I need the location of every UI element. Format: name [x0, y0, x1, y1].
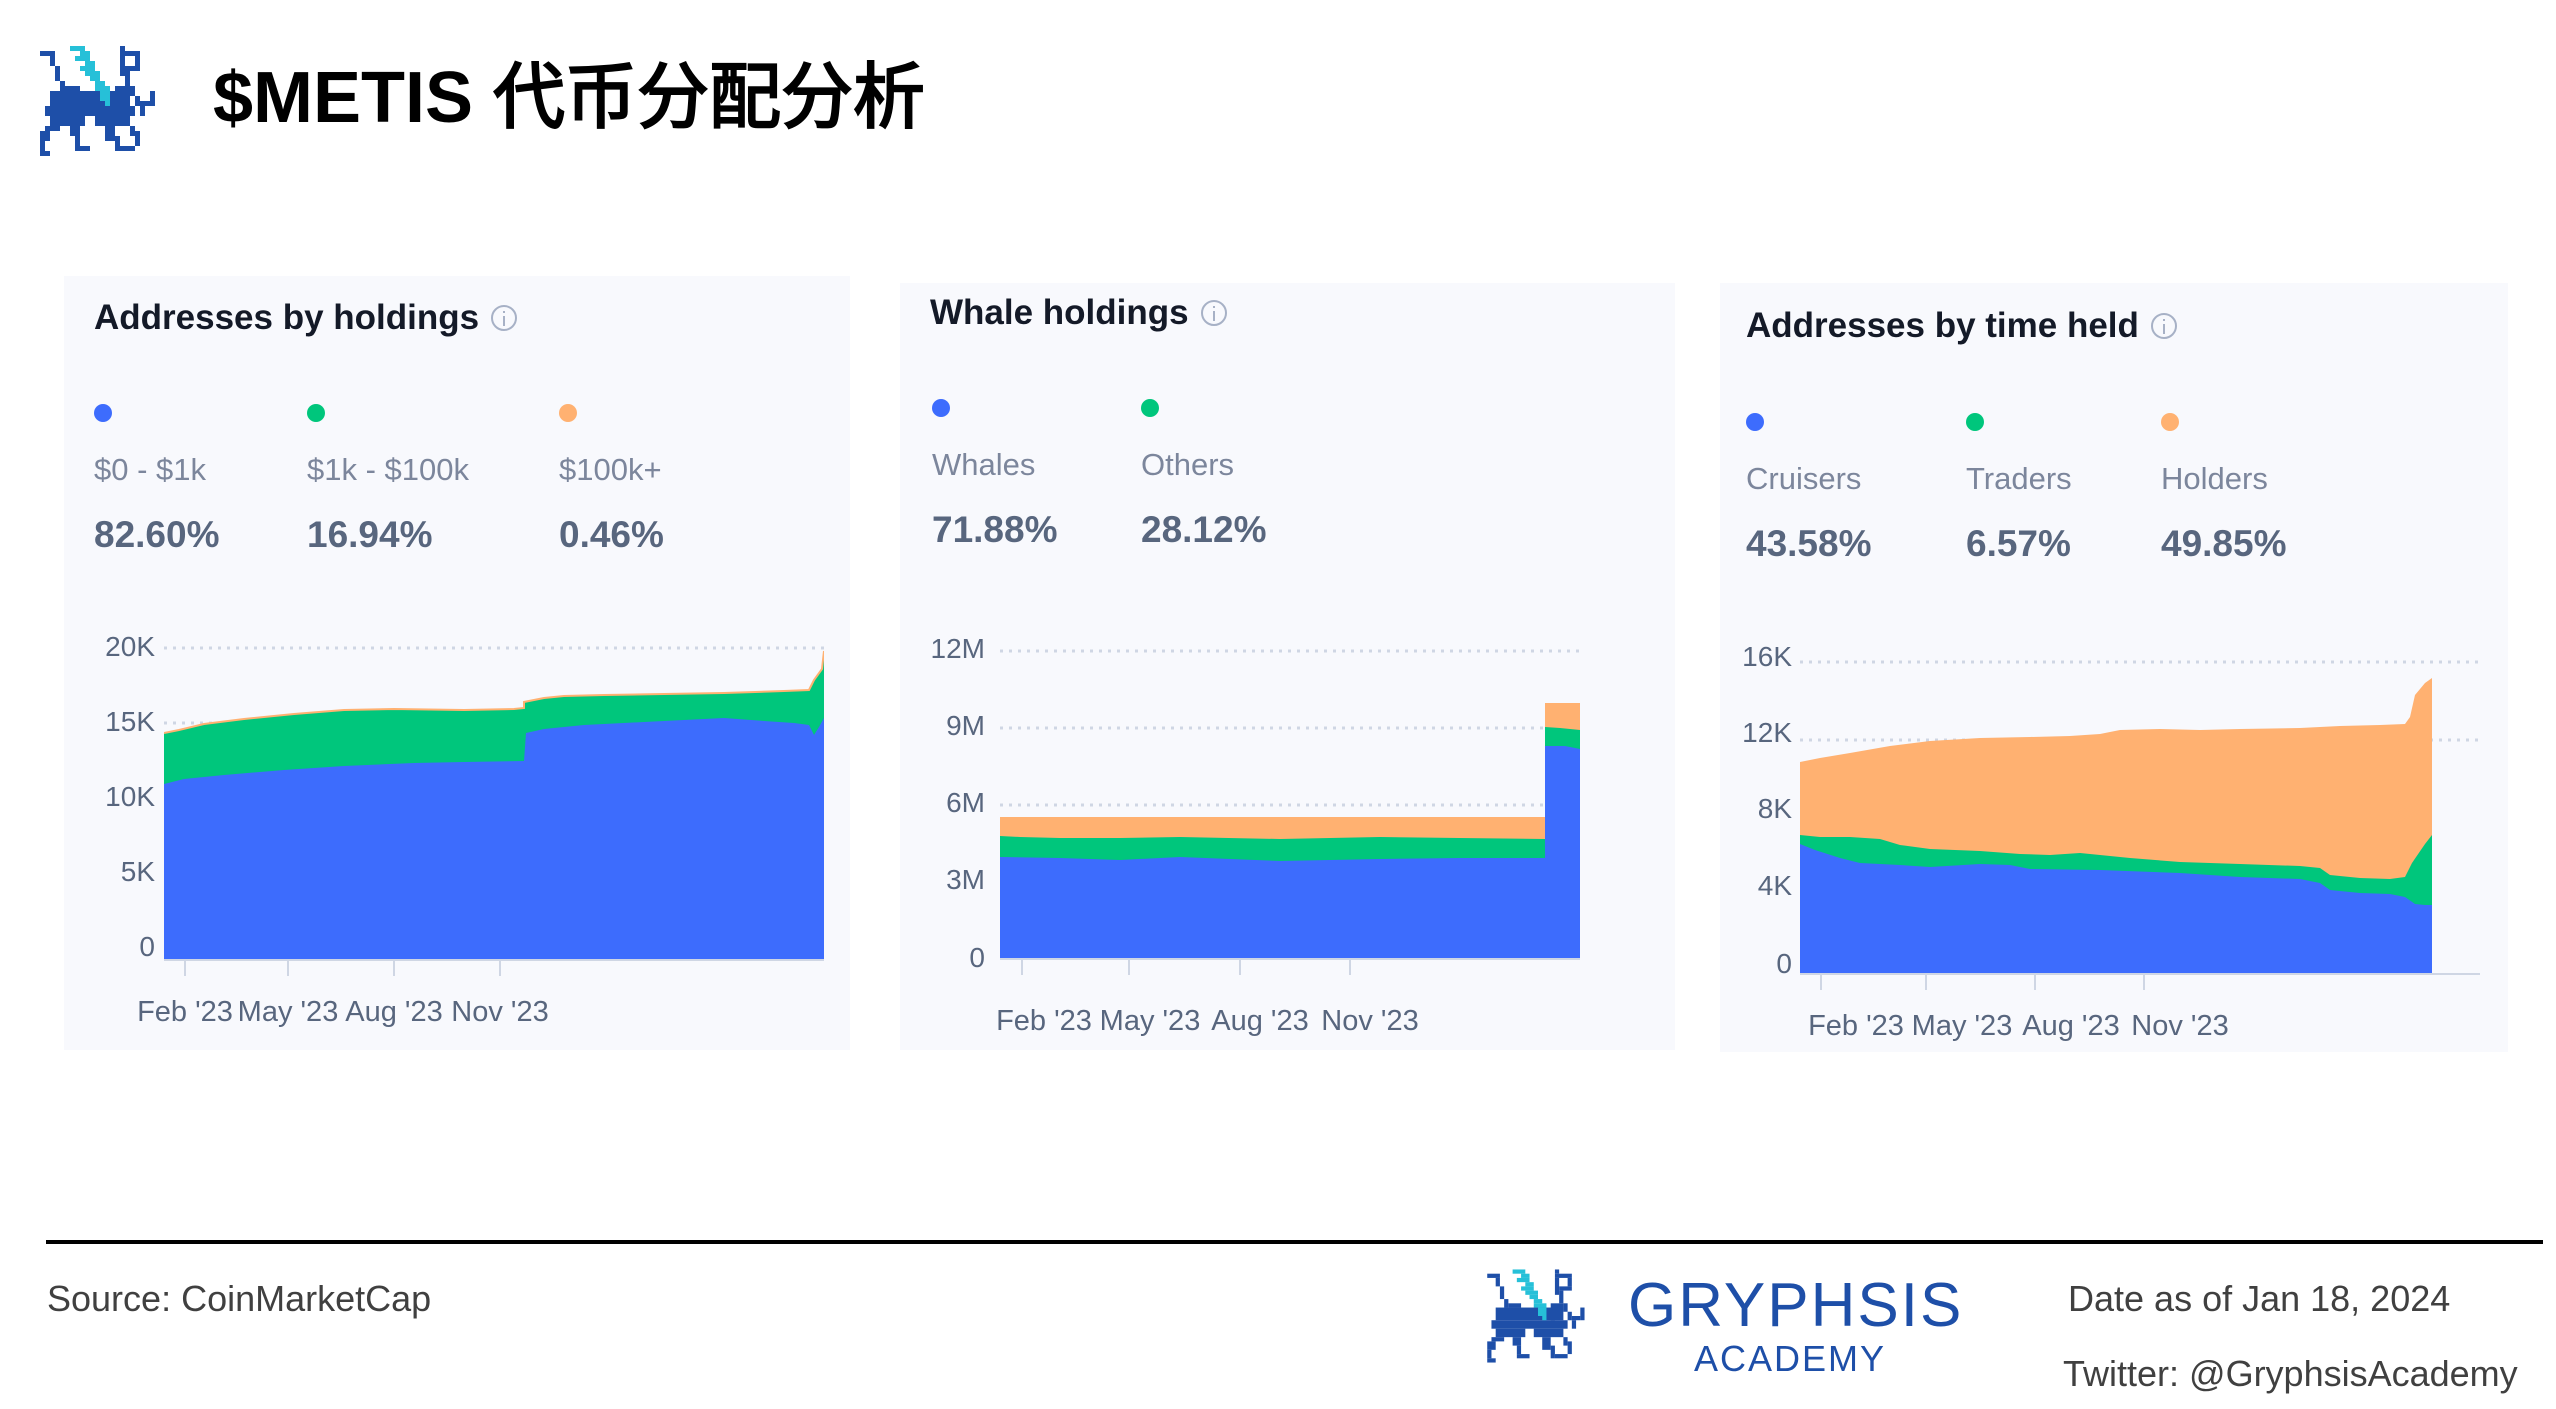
legend-dot-green-icon: [1966, 413, 1984, 431]
holdings-area-chart[interactable]: [164, 626, 824, 996]
y-tick: 0: [969, 942, 985, 973]
gryphon-logo-icon: [40, 46, 155, 156]
panel-title: Addresses by time held: [1746, 306, 2177, 346]
legend-dot-orange-icon: [559, 404, 577, 422]
legend-value: 28.12%: [1141, 509, 1267, 550]
panel-title-text: Addresses by time held: [1746, 306, 2139, 345]
legend-dot-green-icon: [1141, 399, 1159, 417]
source-text: Source: CoinMarketCap: [47, 1278, 432, 1319]
legend-dot-blue-icon: [932, 399, 950, 417]
legend-value: 43.58%: [1746, 523, 1872, 564]
y-tick: 6M: [946, 787, 985, 818]
y-tick: 0: [1776, 948, 1792, 979]
x-tick: May '23: [237, 996, 339, 1028]
y-tick: 12K: [1742, 717, 1792, 748]
x-tick: Nov '23: [451, 996, 549, 1028]
legend-value: 16.94%: [307, 514, 433, 555]
legend-label: $1k - $100k: [307, 452, 469, 487]
legend-value: 82.60%: [94, 514, 220, 555]
legend-dot-green-icon: [307, 404, 325, 422]
legend-value: 49.85%: [2161, 523, 2287, 564]
footer-divider: [46, 1240, 2543, 1244]
gryphsis-logo-icon: [1487, 1269, 1585, 1363]
y-tick: 10K: [105, 781, 155, 812]
x-tick: Aug '23: [2022, 1010, 2120, 1042]
x-tick: Feb '23: [1808, 1010, 1904, 1042]
x-tick: Nov '23: [1321, 1005, 1419, 1037]
y-tick: 20K: [105, 631, 155, 662]
panel-title: Addresses by holdings: [94, 298, 518, 338]
legend-value: 0.46%: [559, 514, 664, 555]
legend-dot-blue-icon: [94, 404, 112, 422]
x-tick: Feb '23: [137, 996, 233, 1028]
panel-title: Whale holdings: [930, 293, 1227, 333]
legend-dot-orange-icon: [2161, 413, 2179, 431]
panel-addresses-by-holdings: Addresses by holdings $0 - $1k 82.60% $1…: [64, 276, 850, 1050]
brand-subtitle: ACADEMY: [1694, 1338, 1887, 1379]
y-tick: 3M: [946, 864, 985, 895]
legend-label: Cruisers: [1746, 461, 1862, 496]
legend-label: $0 - $1k: [94, 452, 207, 487]
x-tick: Aug '23: [1211, 1005, 1309, 1037]
y-tick: 9M: [946, 710, 985, 741]
legend-label: Others: [1141, 447, 1235, 482]
y-tick: 5K: [120, 856, 155, 887]
whale-area-chart[interactable]: [1000, 628, 1580, 1003]
panel-addresses-by-time-held: Addresses by time held Cruisers 43.58% T…: [1720, 283, 2508, 1052]
x-tick: Nov '23: [2131, 1010, 2229, 1042]
twitter-handle: Twitter: @GryphsisAcademy: [2063, 1353, 2518, 1394]
time-held-area-chart[interactable]: [1800, 633, 2480, 1018]
y-tick: 0: [139, 931, 155, 962]
brand-name: GRYPHSIS: [1628, 1271, 1964, 1340]
info-icon[interactable]: [491, 305, 518, 331]
x-tick: May '23: [1099, 1005, 1201, 1037]
legend-label: $100k+: [559, 452, 662, 487]
date-text: Date as of Jan 18, 2024: [2068, 1278, 2451, 1319]
legend-value: 71.88%: [932, 509, 1058, 550]
y-tick: 15K: [105, 706, 155, 737]
y-tick: 4K: [1757, 870, 1792, 901]
x-tick: Aug '23: [345, 996, 443, 1028]
info-icon[interactable]: [1200, 300, 1227, 326]
legend-label: Holders: [2161, 461, 2268, 496]
y-tick: 12M: [930, 633, 985, 664]
info-icon[interactable]: [2150, 313, 2177, 339]
y-tick: 8K: [1757, 793, 1792, 824]
page-title: $METIS 代币分配分析: [213, 58, 926, 138]
legend-label: Whales: [932, 447, 1036, 482]
x-tick: May '23: [1911, 1010, 2013, 1042]
panel-title-text: Addresses by holdings: [94, 298, 480, 337]
legend-value: 6.57%: [1966, 523, 2071, 564]
y-tick: 16K: [1742, 641, 1792, 672]
panel-title-text: Whale holdings: [930, 293, 1189, 332]
legend-label: Traders: [1966, 461, 2072, 496]
legend-dot-blue-icon: [1746, 413, 1764, 431]
panel-whale-holdings: Whale holdings Whales 71.88% Others 28.1…: [900, 283, 1675, 1050]
x-tick: Feb '23: [996, 1005, 1092, 1037]
